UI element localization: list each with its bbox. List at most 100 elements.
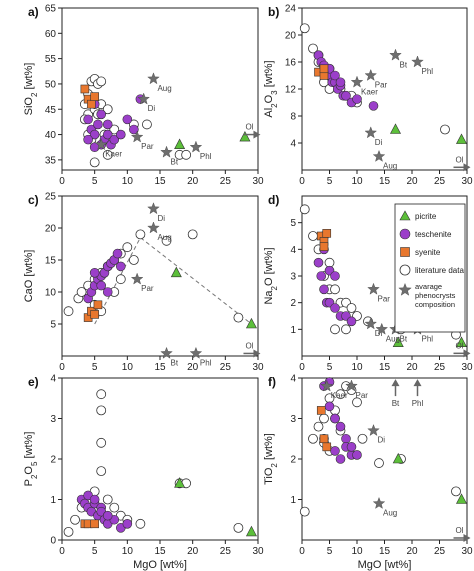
x-tick-label: 10 xyxy=(122,546,134,557)
legend-label: literature data xyxy=(415,266,464,275)
x-tick-label: 25 xyxy=(434,362,446,373)
arrow-label: Ol xyxy=(245,123,253,132)
y-tick-label: 25 xyxy=(45,192,57,203)
phenocryst-label: Phl xyxy=(422,67,434,76)
literature-point xyxy=(299,506,310,517)
x-tick-label: 25 xyxy=(220,362,232,373)
y-tick-label: 45 xyxy=(45,105,57,116)
y-axis-label: Na2O [wt%] xyxy=(263,247,279,304)
phenocryst-star xyxy=(367,282,380,295)
teschenite-point xyxy=(330,70,340,81)
literature-point xyxy=(308,231,318,241)
phenocryst-star xyxy=(411,55,424,68)
phenocryst-label: Par xyxy=(141,142,154,151)
y-tick-label: 0 xyxy=(50,536,56,547)
picrite-point xyxy=(174,477,186,488)
phenocryst-star xyxy=(367,424,380,436)
arrow-head xyxy=(413,379,422,387)
teschenite-point xyxy=(96,109,106,120)
x-tick-label: 5 xyxy=(327,176,333,187)
phenocryst-label: Bt xyxy=(400,334,408,343)
teschenite-point xyxy=(313,257,324,268)
arrow-label: Ol xyxy=(245,341,253,350)
y-tick-label: 20 xyxy=(285,31,297,42)
x-tick-label: 20 xyxy=(187,176,199,187)
teschenite-point xyxy=(319,284,329,295)
teschenite-point xyxy=(129,124,139,135)
y-tick-label: 55 xyxy=(45,54,57,65)
teschenite-point xyxy=(368,101,379,111)
literature-point xyxy=(335,389,346,400)
legend-label: avarage phenocrysts composition xyxy=(415,282,456,309)
literature-point xyxy=(352,397,362,408)
panel-label: b) xyxy=(268,5,279,19)
phenocryst-label: Aug xyxy=(157,84,171,93)
teschenite-point xyxy=(109,134,120,145)
x-axis-label: MgO [wt%] xyxy=(133,559,187,571)
phenocryst-star xyxy=(364,126,378,139)
syenite-point xyxy=(90,310,99,319)
literature-point xyxy=(96,405,107,416)
syenite-point xyxy=(319,64,329,74)
x-tick-label: 25 xyxy=(434,546,446,557)
teschenite-point xyxy=(346,316,357,327)
trend-line xyxy=(94,236,252,325)
literature-point xyxy=(70,514,80,525)
x-tick-label: 30 xyxy=(252,362,264,373)
literature-point xyxy=(346,303,357,313)
y-axis-label: TiO2 [wt%] xyxy=(263,433,279,485)
teschenite-point xyxy=(352,450,362,460)
phenocryst-star xyxy=(147,221,160,234)
teschenite-point xyxy=(352,94,362,104)
x-tick-label: 30 xyxy=(252,546,264,557)
literature-point xyxy=(109,502,120,513)
teschenite-point xyxy=(93,119,103,130)
phenocryst-star xyxy=(189,140,203,153)
phenocryst-star xyxy=(147,72,160,85)
x-tick-label: 15 xyxy=(154,546,166,557)
y-tick-label: 1 xyxy=(290,495,296,506)
x-tick-label: 20 xyxy=(406,176,418,187)
panel-label: d) xyxy=(268,193,279,207)
literature-point xyxy=(187,229,198,240)
x-tick-label: 0 xyxy=(299,362,305,373)
phenocryst-label: Bt xyxy=(171,157,179,166)
arrow-label: Ol xyxy=(456,155,464,164)
chart-panel-a: 0 5 10 15 20 25 30 35 40 45 50 55 60 65 a) SiO2 [wt%] Au… xyxy=(23,4,264,188)
arrow-head xyxy=(463,533,471,542)
x-tick-label: 15 xyxy=(379,362,391,373)
syenite-point xyxy=(90,92,99,101)
teschenite-point xyxy=(83,114,93,125)
picrite-point xyxy=(170,266,182,278)
x-tick-label: 10 xyxy=(351,362,363,373)
phenocryst-label: Di xyxy=(378,436,386,445)
x-tick-label: 15 xyxy=(154,176,166,187)
phenocryst-label: Par xyxy=(378,294,391,303)
x-tick-label: 25 xyxy=(220,546,232,557)
phenocryst-label: Par xyxy=(375,81,388,90)
x-tick-label: 30 xyxy=(252,176,264,187)
y-tick-label: 3 xyxy=(290,272,296,283)
phenocryst-label: Di xyxy=(157,214,165,223)
syenite-point xyxy=(93,300,103,310)
x-tick-label: 20 xyxy=(406,546,418,557)
phenocryst-star xyxy=(375,322,389,335)
teschenite-point xyxy=(122,518,133,529)
picrite-point xyxy=(390,123,401,134)
teschenite-point xyxy=(346,442,357,452)
picrite-point xyxy=(456,336,467,347)
literature-point xyxy=(357,433,368,444)
x-axis-label: MgO [wt%] xyxy=(358,559,412,571)
arrow-label: Bt xyxy=(392,399,400,408)
literature-point xyxy=(135,229,146,240)
y-tick-label: 4 xyxy=(290,139,296,150)
picrite-point xyxy=(392,336,404,347)
phenocryst-label: Par xyxy=(356,391,369,400)
legend-literature-icon xyxy=(399,264,411,276)
picrite-point xyxy=(174,138,186,149)
teschenite-point xyxy=(335,454,346,464)
literature-point xyxy=(122,242,133,253)
y-tick-label: 65 xyxy=(45,4,57,15)
literature-point xyxy=(341,324,351,335)
